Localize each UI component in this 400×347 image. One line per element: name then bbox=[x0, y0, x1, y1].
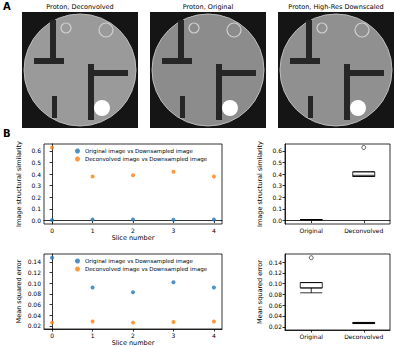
svg-text:0.2: 0.2 bbox=[31, 194, 41, 201]
svg-text:0.06: 0.06 bbox=[269, 302, 283, 309]
svg-text:0.0: 0.0 bbox=[272, 217, 282, 224]
svg-text:A: A bbox=[3, 1, 11, 12]
svg-text:0.3: 0.3 bbox=[272, 182, 282, 189]
svg-text:1: 1 bbox=[91, 332, 95, 339]
svg-text:0.0: 0.0 bbox=[31, 217, 41, 224]
svg-text:0.6: 0.6 bbox=[272, 147, 282, 154]
svg-text:Mean squared error: Mean squared error bbox=[15, 259, 23, 323]
svg-text:0.1: 0.1 bbox=[31, 205, 41, 212]
svg-text:Image structural similarity: Image structural similarity bbox=[15, 141, 23, 227]
svg-text:4: 4 bbox=[212, 332, 216, 339]
svg-text:Deconvolved: Deconvolved bbox=[344, 227, 383, 234]
svg-text:0.2: 0.2 bbox=[272, 194, 282, 201]
svg-text:0.4: 0.4 bbox=[272, 171, 282, 178]
svg-text:Proton, High-Res Downscaled: Proton, High-Res Downscaled bbox=[288, 3, 383, 11]
svg-text:0.10: 0.10 bbox=[269, 280, 283, 287]
svg-text:Proton, Deconvolved: Proton, Deconvolved bbox=[46, 3, 113, 11]
svg-text:0.02: 0.02 bbox=[269, 323, 283, 330]
svg-text:Proton, Original: Proton, Original bbox=[183, 3, 234, 11]
svg-text:0.04: 0.04 bbox=[269, 312, 283, 319]
svg-text:Deconvolved image vs Downsampl: Deconvolved image vs Downsampled image bbox=[85, 266, 208, 273]
svg-text:3: 3 bbox=[172, 332, 176, 339]
svg-text:1: 1 bbox=[91, 227, 95, 234]
svg-text:0.10: 0.10 bbox=[28, 280, 42, 287]
svg-text:Deconvolved image vs Downsampl: Deconvolved image vs Downsampled image bbox=[85, 156, 208, 163]
svg-text:0: 0 bbox=[50, 227, 54, 234]
svg-text:Deconvolved: Deconvolved bbox=[344, 333, 383, 340]
svg-text:0.12: 0.12 bbox=[28, 269, 42, 276]
svg-text:Original image vs Downsampled: Original image vs Downsampled image bbox=[85, 258, 194, 265]
svg-text:Original: Original bbox=[300, 227, 324, 235]
svg-text:0.5: 0.5 bbox=[31, 159, 41, 166]
svg-text:0.14: 0.14 bbox=[269, 259, 283, 266]
svg-text:0.12: 0.12 bbox=[269, 269, 283, 276]
svg-text:0.1: 0.1 bbox=[272, 205, 282, 212]
svg-text:3: 3 bbox=[172, 227, 176, 234]
svg-text:0: 0 bbox=[50, 332, 54, 339]
svg-text:Slice number: Slice number bbox=[112, 339, 155, 347]
svg-text:2: 2 bbox=[131, 227, 135, 234]
svg-text:Image structural similarity: Image structural similarity bbox=[256, 141, 264, 227]
svg-text:4: 4 bbox=[212, 227, 216, 234]
svg-text:0.08: 0.08 bbox=[269, 291, 283, 298]
svg-text:0.04: 0.04 bbox=[28, 312, 42, 319]
svg-text:0.06: 0.06 bbox=[28, 301, 42, 308]
svg-text:0.3: 0.3 bbox=[31, 182, 41, 189]
svg-text:Original image vs Downsampled: Original image vs Downsampled image bbox=[85, 148, 194, 155]
svg-text:0.14: 0.14 bbox=[28, 258, 42, 265]
svg-text:0.4: 0.4 bbox=[31, 171, 41, 178]
svg-text:0.02: 0.02 bbox=[28, 322, 42, 329]
svg-text:Original: Original bbox=[300, 333, 324, 341]
svg-text:Mean squared error: Mean squared error bbox=[256, 260, 264, 324]
svg-text:0.6: 0.6 bbox=[31, 147, 41, 154]
svg-text:Slice number: Slice number bbox=[112, 234, 155, 242]
html-text:B: B bbox=[3, 128, 11, 139]
svg-text:2: 2 bbox=[131, 332, 135, 339]
svg-text:0.5: 0.5 bbox=[272, 159, 282, 166]
svg-text:0.08: 0.08 bbox=[28, 290, 42, 297]
